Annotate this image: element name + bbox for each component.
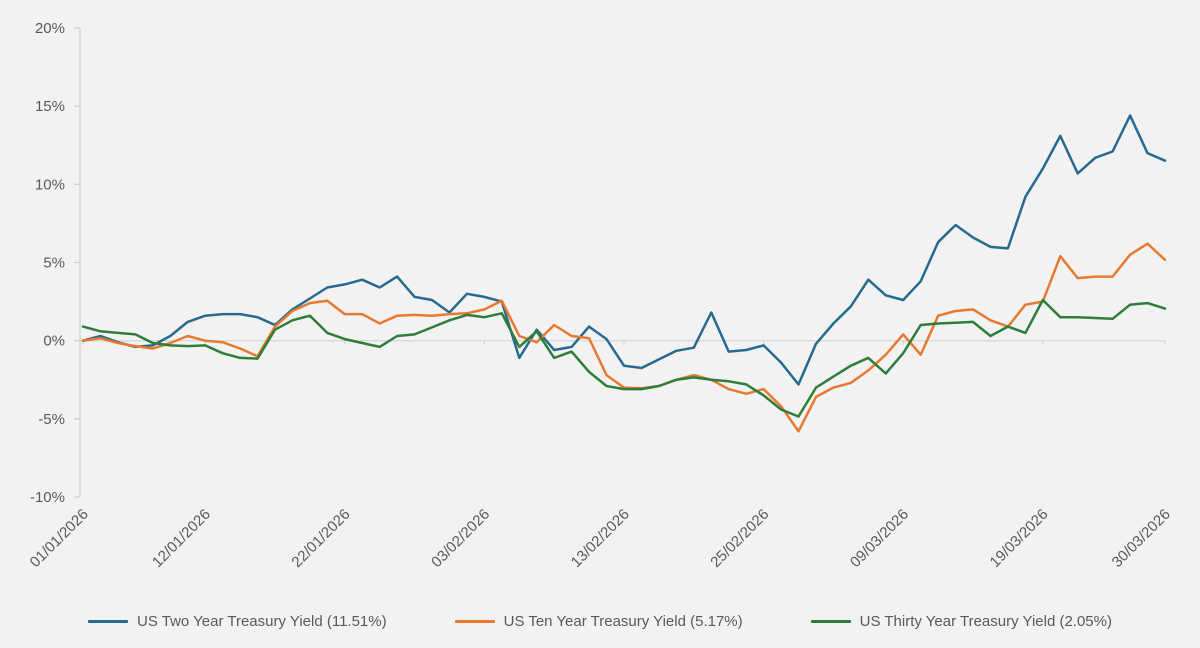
y-tick-label: -5%: [38, 411, 65, 428]
chart-canvas: 20% 15% 10% 5% 0% -5% -10%01/01/2026 12/01/2026…: [27, 20, 1174, 571]
x-tick-label: 25/02/2026: [707, 506, 772, 571]
y-tick-label: 15%: [35, 98, 65, 115]
x-tick-label: 22/01/2026: [288, 506, 353, 571]
thirty-year-line-swatch-icon: [810, 619, 851, 623]
ten-year-line-swatch-icon: [454, 619, 495, 623]
legend-item-ten-year: US Ten Year Treasury Yield (5.17%): [454, 612, 743, 630]
series-line-0: [81, 114, 1167, 386]
y-tick-label: 20%: [35, 20, 65, 37]
x-tick-label: 13/02/2026: [568, 506, 633, 571]
x-tick-label: 03/02/2026: [428, 506, 493, 571]
series-line-1: [81, 242, 1167, 433]
chart-legend: US Two Year Treasury Yield (11.51%) US T…: [0, 604, 1200, 638]
legend-item-thirty-year: US Thirty Year Treasury Yield (2.05%): [810, 612, 1112, 630]
two-year-line-swatch-icon: [88, 619, 129, 623]
y-tick-label: 5%: [43, 255, 65, 272]
legend-label-thirty-year: US Thirty Year Treasury Yield (2.05%): [859, 612, 1112, 630]
x-tick-label: 19/03/2026: [987, 506, 1052, 571]
y-tick-label: 0%: [43, 333, 65, 350]
y-tick-label: 10%: [35, 176, 65, 193]
x-tick-label: 01/01/2026: [27, 506, 92, 571]
legend-item-two-year: US Two Year Treasury Yield (11.51%): [88, 613, 387, 630]
legend-label-two-year: US Two Year Treasury Yield (11.51%): [137, 612, 387, 630]
series-line-2: [81, 298, 1167, 418]
legend-label-ten-year: US Ten Year Treasury Yield (5.17%): [503, 612, 743, 630]
y-tick-label: -10%: [30, 489, 65, 506]
x-tick-label: 12/01/2026: [149, 506, 214, 571]
x-tick-label: 09/03/2026: [847, 506, 912, 571]
x-tick-label: 30/03/2026: [1109, 506, 1174, 571]
